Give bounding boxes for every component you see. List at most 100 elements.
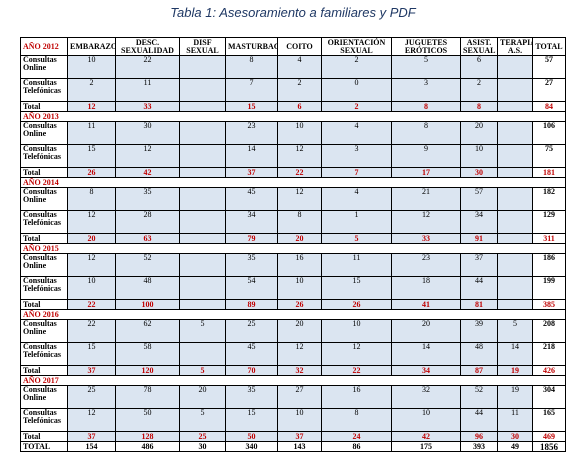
table-cell: 25 xyxy=(67,385,116,409)
total-cell xyxy=(497,101,533,112)
year-total-value: 181 xyxy=(532,167,566,178)
grand-total-cell: 30 xyxy=(179,441,226,452)
table-cell: 34 xyxy=(225,210,278,234)
table-cell: 8 xyxy=(391,121,461,145)
table-cell: 15 xyxy=(225,408,278,432)
table-cell: 3 xyxy=(391,78,461,102)
row-label: Consultas Online xyxy=(20,253,68,277)
table-cell xyxy=(497,187,533,211)
grand-total-cell: 175 xyxy=(391,441,461,452)
table-cell: 37 xyxy=(460,253,498,277)
table-cell: 6 xyxy=(460,55,498,79)
table-cell: 5 xyxy=(179,408,226,432)
column-header: JUGUETES ERÓTICOS xyxy=(391,37,461,56)
table-cell: 21 xyxy=(391,187,461,211)
year-total-value: 311 xyxy=(532,233,566,244)
total-cell: 20 xyxy=(277,233,322,244)
table-cell: 54 xyxy=(225,276,278,300)
row-label: Consultas Telefónicas xyxy=(20,276,68,300)
table-cell xyxy=(497,253,533,277)
total-label: Total xyxy=(20,299,68,310)
table-cell: 25 xyxy=(225,319,278,343)
total-cell: 22 xyxy=(321,365,392,376)
row-total: 57 xyxy=(532,55,566,79)
year-row: AÑO 2014 xyxy=(20,177,566,188)
total-cell: 33 xyxy=(391,233,461,244)
total-cell: 26 xyxy=(67,167,116,178)
total-cell: 26 xyxy=(277,299,322,310)
row-total: 75 xyxy=(532,144,566,168)
table-cell: 7 xyxy=(225,78,278,102)
column-header: ORIENTACIÓN SEXUAL xyxy=(321,37,392,56)
table-cell: 12 xyxy=(115,144,180,168)
total-cell xyxy=(497,167,533,178)
total-cell: 63 xyxy=(115,233,180,244)
grand-total-cell: 143 xyxy=(277,441,322,452)
total-cell: 37 xyxy=(225,167,278,178)
year-header: AÑO 2012 xyxy=(20,37,68,56)
table-cell: 14 xyxy=(225,144,278,168)
year-total-row: Total 37 120 5 70 32 22 34 87 19 426 xyxy=(20,365,566,376)
grand-total-row: TOTAL 154 486 30 340 143 86 175 393 49 1856 xyxy=(20,441,566,452)
table-cell: 12 xyxy=(277,187,322,211)
table-row: Consultas Online 25 78 20 35 27 16 32 52 19 304 xyxy=(20,385,566,409)
table-cell: 45 xyxy=(225,342,278,366)
row-total: 106 xyxy=(532,121,566,145)
column-header: TERAPIA A.S. xyxy=(497,37,533,56)
total-cell xyxy=(179,299,226,310)
total-cell: 42 xyxy=(115,167,180,178)
table-cell: 2 xyxy=(321,55,392,79)
table-row: Consultas Telefónicas 15 58 45 12 12 14 48 14 218 xyxy=(20,342,566,366)
table-cell: 10 xyxy=(391,408,461,432)
table-cell: 5 xyxy=(497,319,533,343)
year-total-row: Total 37 128 25 50 37 24 42 96 30 469 xyxy=(20,431,566,442)
table-cell: 50 xyxy=(115,408,180,432)
table-cell xyxy=(497,78,533,102)
table-cell: 12 xyxy=(277,342,322,366)
row-total: 129 xyxy=(532,210,566,234)
row-label: Consultas Online xyxy=(20,121,68,145)
table-cell: 30 xyxy=(115,121,180,145)
column-header: ASIST. SEXUAL xyxy=(460,37,498,56)
grand-total-value: 1856 xyxy=(532,441,566,452)
table-cell: 12 xyxy=(67,408,116,432)
column-header: TOTAL xyxy=(532,37,566,56)
grand-total-cell: 486 xyxy=(115,441,180,452)
table-cell: 9 xyxy=(391,144,461,168)
total-cell: 96 xyxy=(460,431,498,442)
total-cell: 25 xyxy=(179,431,226,442)
total-cell: 32 xyxy=(277,365,322,376)
year-label: AÑO 2014 xyxy=(20,177,566,188)
row-label: Consultas Online xyxy=(20,319,68,343)
grand-total-cell: 86 xyxy=(321,441,392,452)
table-cell xyxy=(179,276,226,300)
year-label: AÑO 2015 xyxy=(20,243,566,254)
total-cell: 8 xyxy=(391,101,461,112)
total-cell: 6 xyxy=(277,101,322,112)
total-label: Total xyxy=(20,365,68,376)
table-cell xyxy=(179,253,226,277)
column-header: COITO xyxy=(277,37,322,56)
year-total-value: 84 xyxy=(532,101,566,112)
total-label: Total xyxy=(20,233,68,244)
table-cell: 12 xyxy=(321,342,392,366)
row-total: 199 xyxy=(532,276,566,300)
consultation-table: AÑO 2012 EMBARAZO DESC. SEXUALIDAD DISF SEX… xyxy=(20,37,566,452)
table-cell: 22 xyxy=(115,55,180,79)
total-cell: 100 xyxy=(115,299,180,310)
total-cell: 7 xyxy=(321,167,392,178)
table-row: Consultas Telefónicas 2 11 7 2 0 3 2 27 xyxy=(20,78,566,102)
total-cell: 128 xyxy=(115,431,180,442)
table-cell: 19 xyxy=(497,385,533,409)
row-label: Consultas Telefónicas xyxy=(20,342,68,366)
grand-total-cell: 340 xyxy=(225,441,278,452)
table-cell: 1 xyxy=(321,210,392,234)
total-cell: 26 xyxy=(321,299,392,310)
table-cell xyxy=(179,342,226,366)
table-cell: 35 xyxy=(225,385,278,409)
table-cell: 32 xyxy=(391,385,461,409)
total-cell: 89 xyxy=(225,299,278,310)
table-cell: 10 xyxy=(67,276,116,300)
table-cell: 5 xyxy=(179,319,226,343)
column-header: DISF SEXUAL xyxy=(179,37,226,56)
